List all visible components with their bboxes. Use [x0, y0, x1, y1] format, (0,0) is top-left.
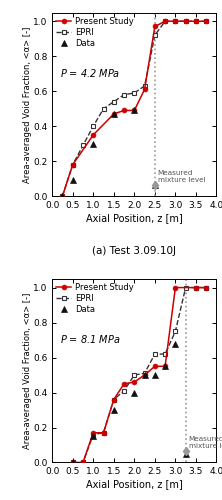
EPRI: [143, 370, 146, 376]
Data: [184, 451, 187, 457]
Line: Data: Data: [69, 340, 189, 466]
Present Study: [194, 18, 197, 24]
Data: [112, 407, 115, 413]
Present Study: [164, 18, 166, 24]
EPRI: [123, 92, 125, 98]
EPRI: [154, 32, 156, 38]
Present Study: [205, 18, 208, 24]
Present Study: [174, 18, 177, 24]
Present Study: [112, 396, 115, 402]
Legend: Present Study, EPRI, Data: Present Study, EPRI, Data: [55, 15, 135, 50]
Y-axis label: Area-averaged Void Fraction, <α> [-]: Area-averaged Void Fraction, <α> [-]: [23, 26, 32, 182]
Data: [174, 340, 177, 346]
EPRI: [184, 18, 187, 24]
EPRI: [174, 18, 177, 24]
EPRI: [112, 396, 115, 402]
Data: [133, 390, 136, 396]
Line: Data: Data: [59, 107, 158, 200]
EPRI: [82, 460, 84, 466]
Text: $P$ = 8.1 MPa: $P$ = 8.1 MPa: [60, 333, 121, 345]
EPRI: [133, 90, 136, 96]
Y-axis label: Area-averaged Void Fraction, <α> [-]: Area-averaged Void Fraction, <α> [-]: [23, 292, 32, 449]
EPRI: [71, 162, 74, 168]
Present Study: [92, 132, 95, 138]
Data: [92, 140, 95, 146]
Data: [143, 372, 146, 378]
Data: [154, 182, 156, 188]
EPRI: [205, 284, 208, 290]
Present Study: [194, 284, 197, 290]
Present Study: [133, 108, 136, 114]
Present Study: [92, 430, 95, 436]
Present Study: [154, 24, 156, 30]
EPRI: [143, 83, 146, 89]
X-axis label: Axial Position, z [m]: Axial Position, z [m]: [86, 213, 183, 223]
EPRI: [102, 106, 105, 112]
Data: [71, 460, 74, 466]
EPRI: [194, 18, 197, 24]
Present Study: [174, 284, 177, 290]
Present Study: [133, 379, 136, 385]
Text: (a) Test 3.09.10J: (a) Test 3.09.10J: [92, 246, 176, 256]
Present Study: [123, 108, 125, 114]
Present Study: [154, 364, 156, 370]
Present Study: [123, 381, 125, 387]
Present Study: [61, 193, 64, 199]
EPRI: [164, 351, 166, 357]
Data: [133, 108, 136, 114]
Text: $P$ = 4.2 MPa: $P$ = 4.2 MPa: [60, 67, 121, 79]
Data: [154, 372, 156, 378]
Present Study: [71, 162, 74, 168]
Present Study: [82, 460, 84, 466]
EPRI: [133, 372, 136, 378]
EPRI: [154, 351, 156, 357]
EPRI: [112, 98, 115, 104]
Line: EPRI: EPRI: [70, 285, 209, 465]
EPRI: [184, 284, 187, 290]
EPRI: [92, 123, 95, 129]
EPRI: [61, 193, 64, 199]
EPRI: [164, 18, 166, 24]
EPRI: [71, 460, 74, 466]
Present Study: [205, 284, 208, 290]
Legend: Present Study, EPRI, Data: Present Study, EPRI, Data: [55, 282, 135, 316]
Data: [112, 111, 115, 117]
Data: [92, 434, 95, 440]
EPRI: [92, 432, 95, 438]
EPRI: [123, 388, 125, 394]
Line: Present Study: Present Study: [70, 285, 209, 465]
Present Study: [164, 364, 166, 370]
Text: Measured
mixture level: Measured mixture level: [158, 170, 205, 182]
EPRI: [205, 18, 208, 24]
Data: [61, 193, 64, 199]
EPRI: [174, 328, 177, 334]
Present Study: [184, 18, 187, 24]
Text: Measured
mixture level: Measured mixture level: [188, 436, 222, 449]
Present Study: [143, 86, 146, 92]
Present Study: [102, 430, 105, 436]
EPRI: [194, 284, 197, 290]
Present Study: [71, 460, 74, 466]
EPRI: [102, 430, 105, 436]
Data: [71, 178, 74, 184]
Present Study: [112, 111, 115, 117]
Line: Present Study: Present Study: [60, 19, 209, 199]
Line: EPRI: EPRI: [60, 19, 209, 199]
EPRI: [82, 142, 84, 148]
Data: [164, 364, 166, 370]
Present Study: [143, 372, 146, 378]
X-axis label: Axial Position, z [m]: Axial Position, z [m]: [86, 479, 183, 489]
